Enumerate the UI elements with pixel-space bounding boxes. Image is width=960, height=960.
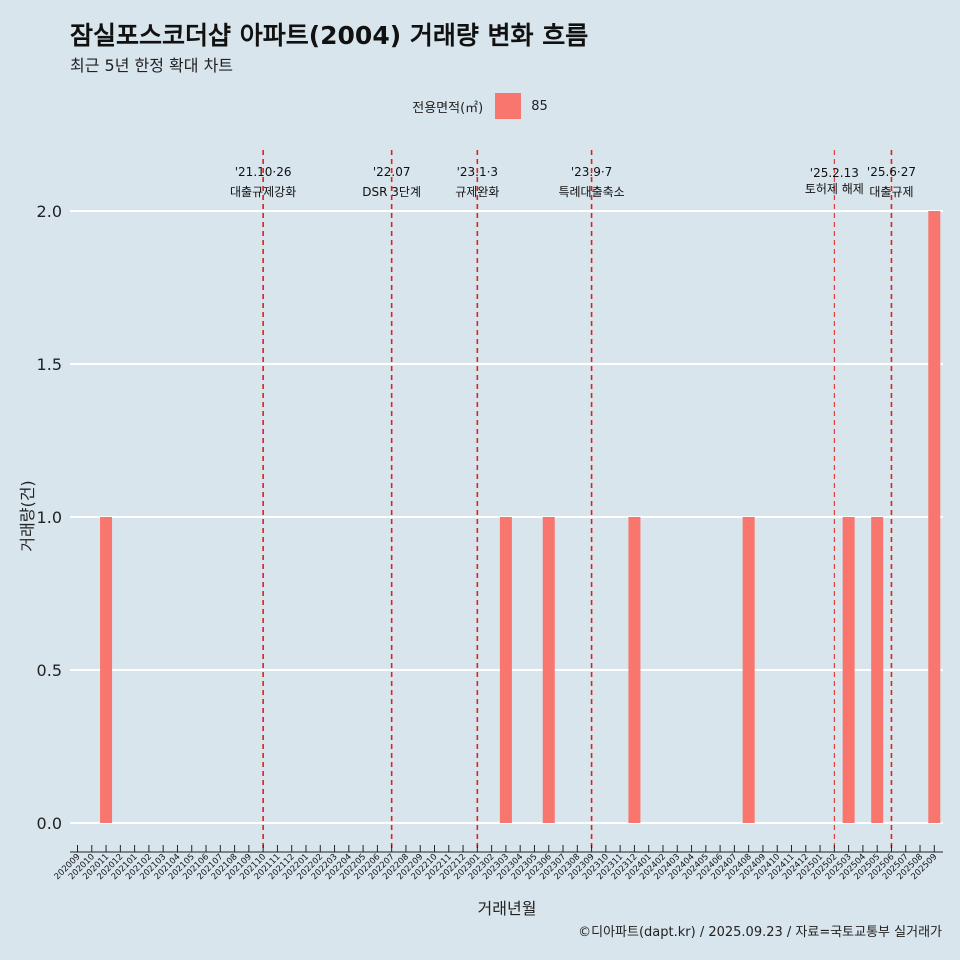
event-date: '23.1·3 — [457, 165, 498, 179]
event-date: '23.9·7 — [571, 165, 612, 179]
event-label: 특례대출축소 — [558, 185, 624, 199]
x-axis-title: 거래년월 — [478, 899, 537, 918]
event-label: 토허제 해제 — [805, 182, 864, 196]
legend-title: 전용면적(㎡) — [412, 100, 484, 116]
y-tick-label: 1.5 — [37, 355, 62, 374]
y-tick-label: 0.5 — [37, 661, 62, 680]
bar — [871, 517, 884, 823]
event-date: '21.10·26 — [235, 165, 292, 179]
source-caption: ©디아파트(dapt.kr) / 2025.09.23 / 자료=국토교통부 실… — [578, 925, 942, 940]
event-label: 규제완화 — [455, 185, 499, 199]
legend: 전용면적(㎡) 85 — [0, 93, 960, 119]
bars — [100, 211, 941, 823]
legend-label: 85 — [531, 98, 548, 114]
event-date: '25.6·27 — [867, 165, 916, 179]
bar — [542, 517, 555, 823]
axes: 0.00.51.01.52.02020092020102020112020122… — [37, 202, 943, 882]
bar — [499, 517, 512, 823]
bar — [100, 517, 113, 823]
y-tick-label: 1.0 — [37, 508, 62, 527]
chart-subtitle: 최근 5년 한정 확대 차트 — [70, 56, 234, 75]
bar — [628, 517, 641, 823]
event-markers: '21.10·26 대출규제강화 '22.07 DSR 3단계 '23.1·3 규제완화 '… — [230, 150, 916, 852]
y-tick-label: 2.0 — [37, 202, 62, 221]
event-date: '25.2.13 — [810, 166, 859, 180]
legend-key — [495, 93, 522, 119]
chart-title: 잠실포스코더샵 아파트(2004) 거래량 변화 흐름 — [70, 21, 589, 50]
y-tick-label: 0.0 — [37, 814, 62, 833]
bar — [928, 211, 941, 823]
event-date: '22.07 — [373, 165, 411, 179]
bar — [742, 517, 755, 823]
event-label: DSR 3단계 — [362, 185, 421, 199]
event-label: 대출규제 — [869, 185, 913, 199]
bar — [842, 517, 855, 823]
y-axis-title: 거래량(건) — [18, 480, 37, 551]
event-label: 대출규제강화 — [230, 185, 296, 199]
